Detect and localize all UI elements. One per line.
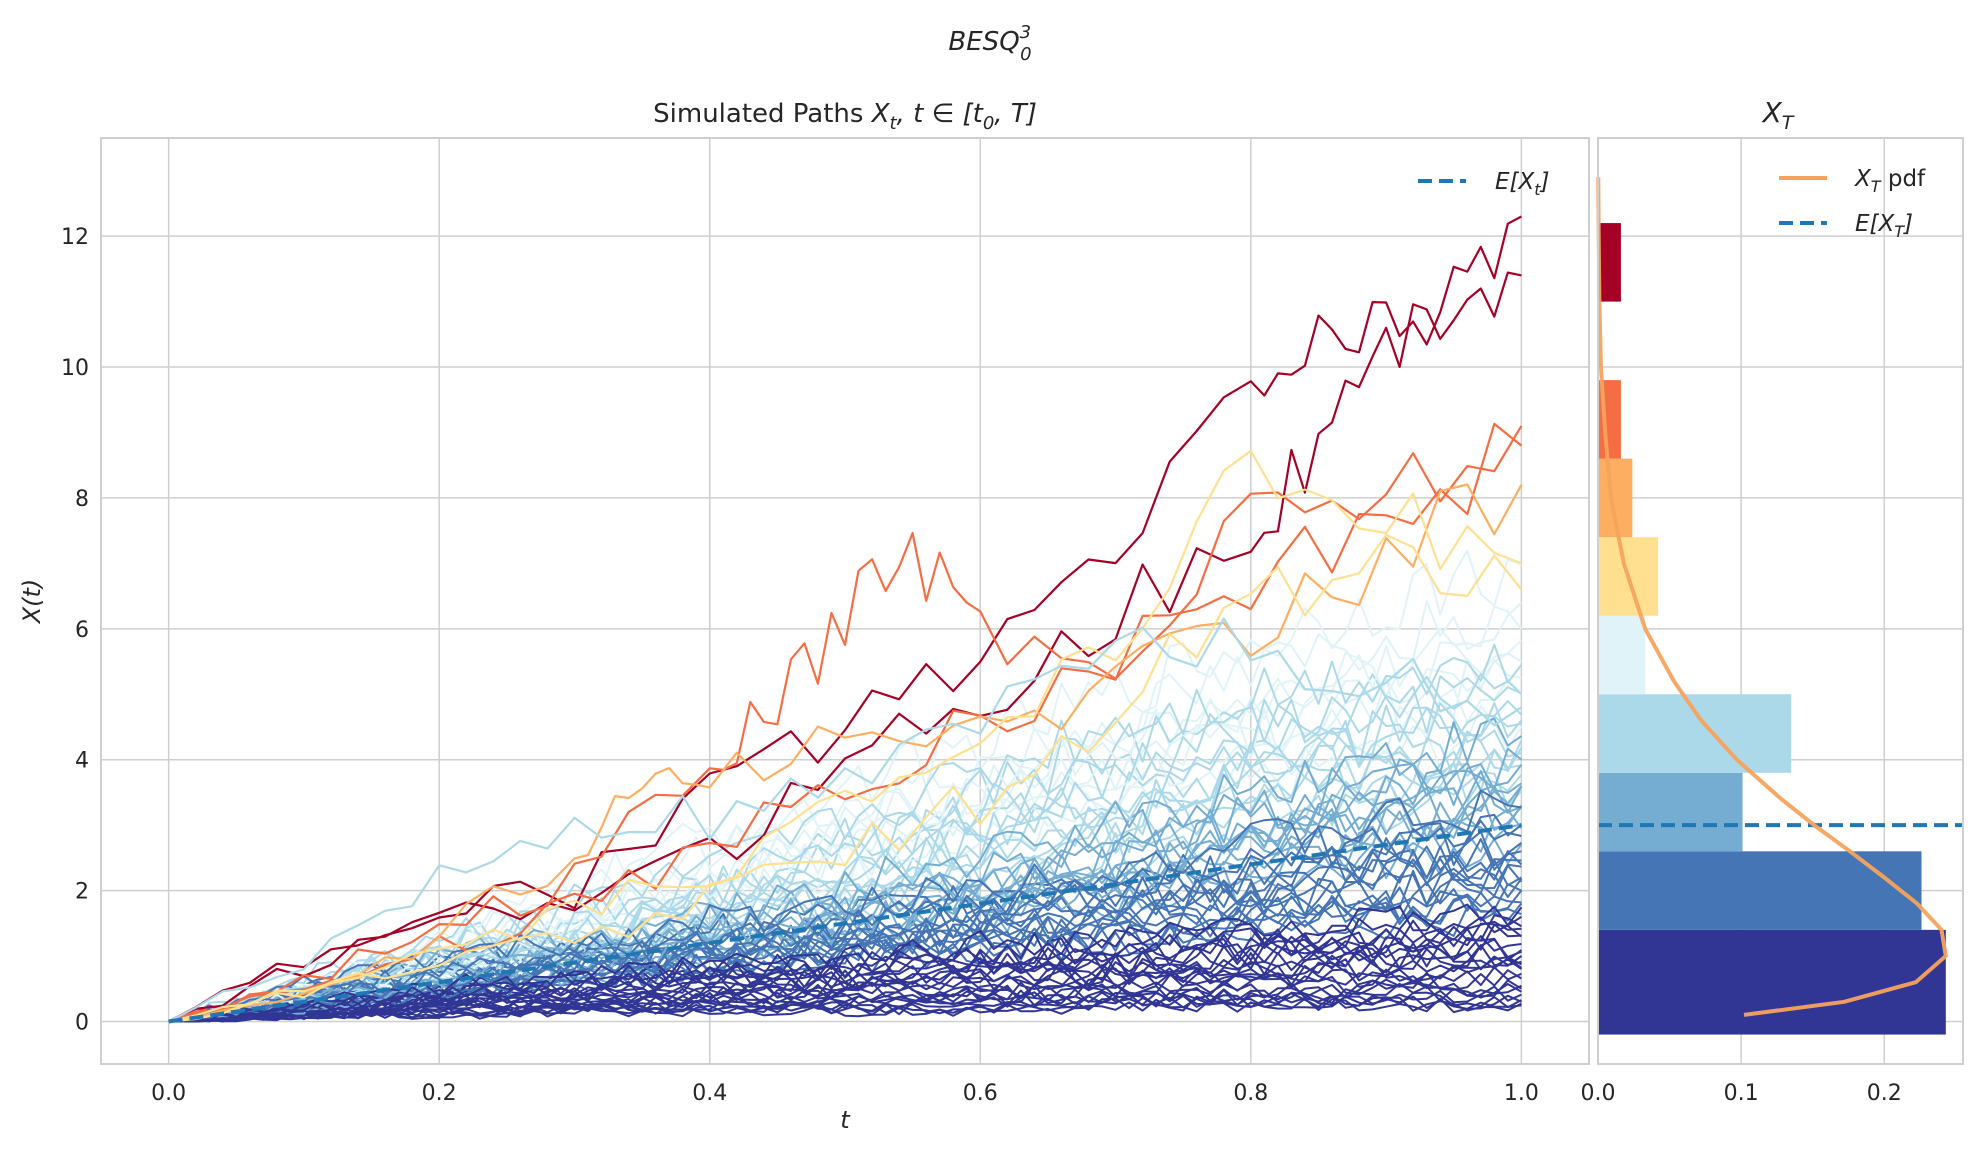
sample-path [168,850,1523,1023]
sample-path [168,867,1523,1023]
paths-y-tick-label: 0 [75,1010,89,1035]
paths-axes-frame [100,137,1590,1065]
paths-x-tick-label: 0.0 [151,1081,186,1106]
sample-path [168,911,1522,1023]
histogram-bar [1598,851,1922,930]
terminal-distribution-panel: XT 0.0 0.1 0.2 XT pdf E[XT] [1581,96,1964,1106]
histogram-bar [1598,615,1646,695]
paths-mean-line [168,823,1522,1024]
histogram-bar [1598,772,1743,852]
paths-lines [168,215,1523,1023]
sample-path-upper [168,425,1523,1023]
sample-path-upper [168,215,1522,1023]
sample-path [168,881,1522,1023]
paths-x-tick-label: 0.2 [422,1081,457,1106]
paths-legend-mean-label: E[Xt] [1495,169,1550,199]
sample-path [168,979,1522,1023]
sample-path [168,789,1522,1023]
figure-suptitle: BESQ3 0 [948,22,1031,65]
paths-x-tick-label: 0.8 [1233,1081,1268,1106]
terminal-x-tick-label: 0.1 [1724,1081,1759,1106]
sample-path [168,702,1523,1023]
sample-path [168,549,1522,1023]
paths-y-tick-label: 8 [75,487,89,512]
paths-y-tick-label: 6 [75,618,89,643]
sample-path-upper [168,617,1523,1023]
sample-path-upper [168,449,1522,1023]
terminal-legend-mean-label: E[XT] [1855,211,1913,241]
sample-path [168,819,1522,1023]
paths-x-tick-label: 0.6 [963,1081,998,1106]
sample-path [168,920,1522,1023]
paths-panel: Simulated Paths Xt, t ∈ [t0, T] 0.0 0.2 0.… [18,99,1590,1134]
terminal-pdf-curve [1596,177,1948,1017]
paths-y-label: X(t) [18,579,46,626]
sample-path [168,994,1522,1023]
sample-path-upper [168,271,1522,1023]
histogram-bar [1598,223,1621,302]
sample-path-upper [168,483,1523,1023]
histogram-bar [1598,694,1792,773]
paths-x-ticks: 0.0 0.2 0.4 0.6 0.8 1.0 [151,1081,1539,1106]
sample-path [168,643,1523,1023]
terminal-legend: XT pdf E[XT] [1779,166,1926,241]
sample-path [168,991,1522,1023]
terminal-x-tick-label: 0.2 [1867,1081,1902,1106]
histogram-bar [1598,929,1946,1035]
sample-path-upper [168,533,1523,1023]
paths-y-tick-label: 12 [61,225,89,250]
paths-legend: E[Xt] [1418,169,1550,199]
sample-path [168,937,1522,1023]
terminal-x-tick-label: 0.0 [1581,1081,1616,1106]
terminal-panel-title: XT [1761,96,1795,134]
paths-x-label: t [840,1106,851,1134]
sample-path [168,600,1523,1023]
sample-path [168,956,1522,1023]
paths-y-tick-label: 10 [61,356,89,381]
sample-path [168,923,1523,1023]
terminal-axes-frame [1597,137,1964,1065]
terminal-x-ticks: 0.0 0.1 0.2 [1581,1081,1902,1106]
paths-x-tick-label: 1.0 [1504,1081,1539,1106]
paths-panel-title: Simulated Paths Xt, t ∈ [t0, T] [653,99,1037,134]
sample-path [168,675,1522,1023]
paths-y-ticks: 0 2 4 6 8 10 12 [61,225,89,1035]
paths-y-tick-label: 4 [75,749,89,774]
sample-path [168,979,1522,1023]
paths-x-tick-label: 0.4 [692,1081,727,1106]
terminal-legend-pdf-label: XT pdf [1854,166,1926,196]
paths-mean [168,823,1522,1024]
paths-y-tick-label: 2 [75,880,89,905]
